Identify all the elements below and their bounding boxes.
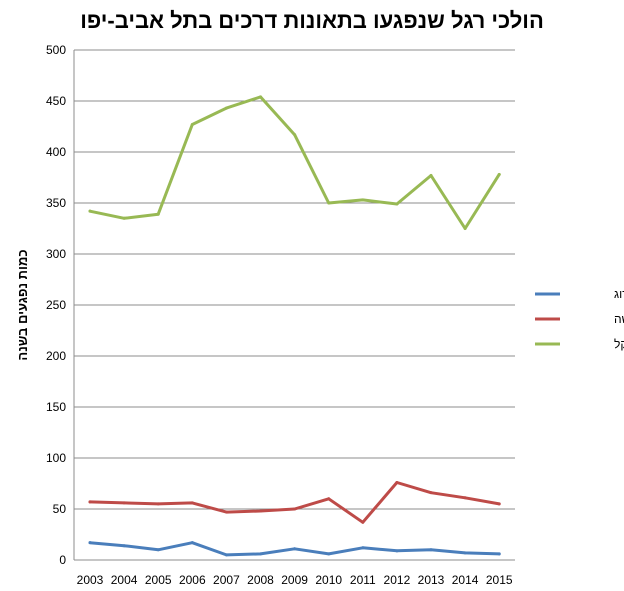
y-tick-label: 200 <box>46 349 66 363</box>
data-point <box>497 172 501 176</box>
x-tick-label: 2015 <box>486 573 513 587</box>
data-point <box>156 548 160 552</box>
x-tick-label: 2012 <box>384 573 411 587</box>
data-point <box>429 491 433 495</box>
y-tick-label: 500 <box>46 43 66 57</box>
x-tick-label: 2004 <box>111 573 138 587</box>
y-axis-label: כמות נפגעים בשנה <box>15 249 30 360</box>
x-tick-label: 2014 <box>452 573 479 587</box>
data-point <box>190 541 194 545</box>
data-point <box>259 552 262 556</box>
x-tick-label: 2003 <box>77 573 104 587</box>
data-point <box>327 552 331 556</box>
x-tick-label: 2013 <box>418 573 445 587</box>
data-point <box>156 212 160 216</box>
data-point <box>88 209 92 213</box>
data-point <box>156 502 160 506</box>
series-line-2 <box>88 95 501 230</box>
data-point <box>361 546 365 550</box>
x-tick-label: 2009 <box>281 573 308 587</box>
x-tick-label: 2005 <box>145 573 172 587</box>
data-point <box>463 551 467 555</box>
data-point <box>224 553 228 557</box>
x-axis-ticks: 2003 2004 2005 2006 2007 2008 2009 2010 2011 2012… <box>77 573 513 587</box>
data-point <box>190 501 194 505</box>
y-tick-label: 0 <box>59 553 66 567</box>
data-point <box>395 202 399 206</box>
data-point <box>224 510 228 514</box>
data-point <box>88 541 92 545</box>
data-point <box>497 502 501 506</box>
y-tick-label: 150 <box>46 400 66 414</box>
x-tick-label: 2011 <box>350 573 376 587</box>
data-point <box>327 497 331 501</box>
data-point <box>88 500 92 504</box>
y-tick-label: 400 <box>46 145 66 159</box>
y-axis-ticks: 0 50 100 150 200 250 300 350 400 450 500 <box>46 43 66 567</box>
legend: הרוג פצוע קשה פצוע קל <box>535 287 624 351</box>
data-point <box>463 227 467 230</box>
data-point <box>497 552 501 556</box>
data-point <box>293 547 297 551</box>
data-point <box>190 122 194 126</box>
y-tick-label: 100 <box>46 451 66 465</box>
x-tick-label: 2006 <box>179 573 206 587</box>
data-point <box>395 480 399 484</box>
y-tick-label: 450 <box>46 94 66 108</box>
x-tick-label: 2007 <box>213 573 240 587</box>
y-tick-label: 350 <box>46 196 66 210</box>
data-point <box>463 496 467 500</box>
data-point <box>429 173 433 177</box>
data-point <box>293 507 297 511</box>
legend-entry: פצוע קל <box>614 337 624 351</box>
data-point <box>122 544 126 548</box>
chart-title: הולכי רגל שנפגעו בתאונות דרכים בתל אביב-… <box>80 8 544 33</box>
legend-entry: פצוע קשה <box>614 312 624 326</box>
y-tick-label: 300 <box>46 247 66 261</box>
data-point <box>259 95 262 99</box>
data-point <box>122 501 126 505</box>
series-lines <box>88 95 501 557</box>
data-point <box>122 216 126 220</box>
y-tick-label: 50 <box>53 502 67 516</box>
series-line-1 <box>88 481 501 524</box>
data-point <box>293 133 297 137</box>
data-point <box>327 201 331 205</box>
gridlines <box>73 49 515 561</box>
data-point <box>224 106 228 110</box>
data-point <box>361 520 365 524</box>
y-tick-label: 250 <box>46 298 66 312</box>
data-point <box>429 548 433 552</box>
legend-entry: הרוג <box>614 287 624 301</box>
x-tick-label: 2010 <box>315 573 342 587</box>
data-point <box>361 198 365 202</box>
data-point <box>259 509 262 513</box>
data-point <box>395 549 399 553</box>
x-tick-label: 2008 <box>247 573 274 587</box>
